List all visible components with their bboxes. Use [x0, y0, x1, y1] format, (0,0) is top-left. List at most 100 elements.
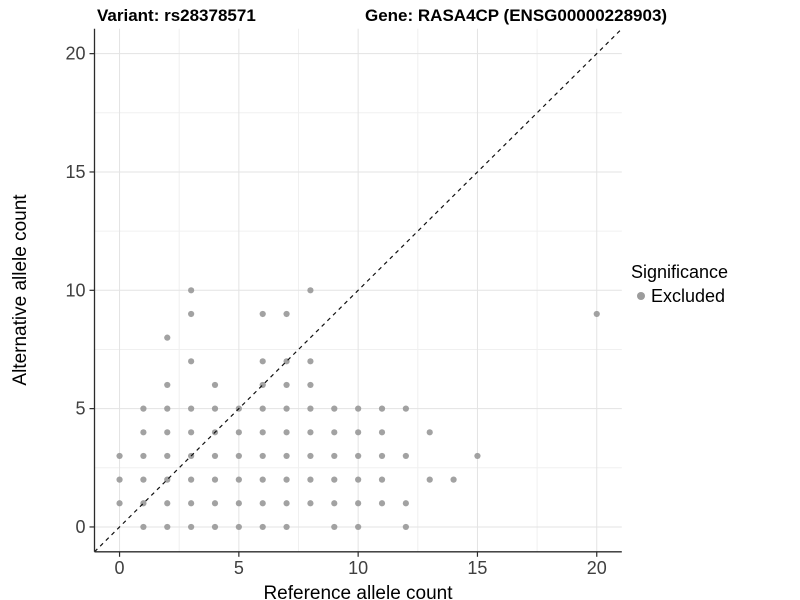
data-point: [307, 358, 314, 365]
data-point: [211, 476, 219, 483]
identity-line: [94, 28, 623, 553]
y-tick-label: 20: [65, 44, 85, 64]
data-point: [355, 476, 362, 483]
data-point: [164, 405, 171, 412]
data-point: [283, 405, 290, 412]
data-point: [211, 523, 219, 531]
data-point: [211, 500, 219, 507]
data-point: [235, 500, 242, 507]
data-point: [211, 405, 219, 412]
legend-item-label: Excluded: [651, 286, 726, 306]
data-point: [164, 523, 171, 531]
data-point: [331, 523, 338, 531]
data-point: [188, 405, 195, 412]
x-tick-label: 20: [587, 558, 607, 578]
data-point: [355, 429, 362, 436]
data-point: [235, 452, 242, 460]
data-point: [116, 452, 123, 460]
data-point: [378, 452, 386, 460]
y-tick-label: 10: [65, 280, 85, 300]
legend-title: Significance: [631, 262, 729, 282]
data-point: [164, 429, 171, 436]
data-point: [307, 405, 314, 412]
data-point: [116, 476, 123, 483]
data-point: [283, 429, 290, 436]
data-point: [378, 500, 386, 507]
data-point: [426, 429, 433, 436]
x-tick-label: 5: [234, 558, 244, 578]
x-tick-label: 15: [467, 558, 487, 578]
data-point: [259, 405, 266, 412]
x-tick-label: 0: [115, 558, 125, 578]
data-point: [259, 310, 266, 318]
y-tick-label: 0: [75, 517, 85, 537]
data-point: [283, 381, 290, 389]
data-point: [188, 358, 195, 365]
data-point: [188, 476, 195, 483]
data-point: [140, 523, 147, 531]
data-point: [164, 381, 171, 389]
data-point: [474, 452, 481, 460]
x-tick-label: 10: [348, 558, 368, 578]
data-point: [259, 523, 266, 531]
x-axis-title: Reference allele count: [263, 583, 453, 600]
plot-title-variant: Variant: rs28378571: [97, 6, 256, 25]
data-point: [188, 500, 195, 507]
data-point: [164, 452, 171, 460]
legend-item-excluded: Excluded: [631, 286, 728, 306]
data-point: [235, 429, 242, 436]
data-point: [235, 476, 242, 483]
data-point: [402, 500, 409, 507]
data-point: [259, 358, 266, 365]
plot-title-gene: Gene: RASA4CP (ENSG00000228903): [365, 6, 668, 25]
data-point: [307, 476, 314, 483]
data-point: [355, 500, 362, 507]
data-point: [331, 405, 338, 412]
data-point: [355, 523, 362, 531]
data-point: [331, 476, 338, 483]
data-point: [355, 405, 362, 412]
data-point: [450, 476, 457, 483]
data-point: [283, 500, 290, 507]
data-point: [331, 452, 338, 460]
data-point: [188, 523, 195, 531]
data-point: [402, 452, 409, 460]
data-point: [307, 287, 314, 294]
y-tick-label: 15: [65, 162, 85, 182]
data-point: [378, 476, 386, 483]
data-point: [426, 476, 433, 483]
data-point: [235, 523, 242, 531]
data-point: [259, 452, 266, 460]
data-point: [259, 500, 266, 507]
y-tick-label: 5: [75, 399, 85, 419]
data-point: [402, 405, 409, 412]
data-point: [140, 405, 147, 412]
data-point: [331, 429, 338, 436]
data-point: [355, 452, 362, 460]
data-point: [593, 310, 600, 318]
data-point: [259, 429, 266, 436]
data-point: [116, 500, 123, 507]
data-point: [211, 381, 219, 389]
data-point: [140, 429, 147, 436]
data-point: [283, 310, 290, 318]
data-point: [283, 523, 290, 531]
data-point: [259, 476, 266, 483]
data-point: [140, 452, 147, 460]
data-point: [378, 429, 386, 436]
data-point: [378, 405, 386, 412]
data-point: [164, 500, 171, 507]
data-point: [331, 500, 338, 507]
data-point: [402, 523, 409, 531]
legend: Significance Excluded: [631, 261, 728, 306]
data-point: [188, 429, 195, 436]
data-point: [283, 476, 290, 483]
data-point: [307, 429, 314, 436]
data-point: [188, 310, 195, 318]
data-point: [307, 381, 314, 389]
data-point: [164, 334, 171, 341]
data-point: [307, 500, 314, 507]
data-point: [140, 476, 147, 483]
